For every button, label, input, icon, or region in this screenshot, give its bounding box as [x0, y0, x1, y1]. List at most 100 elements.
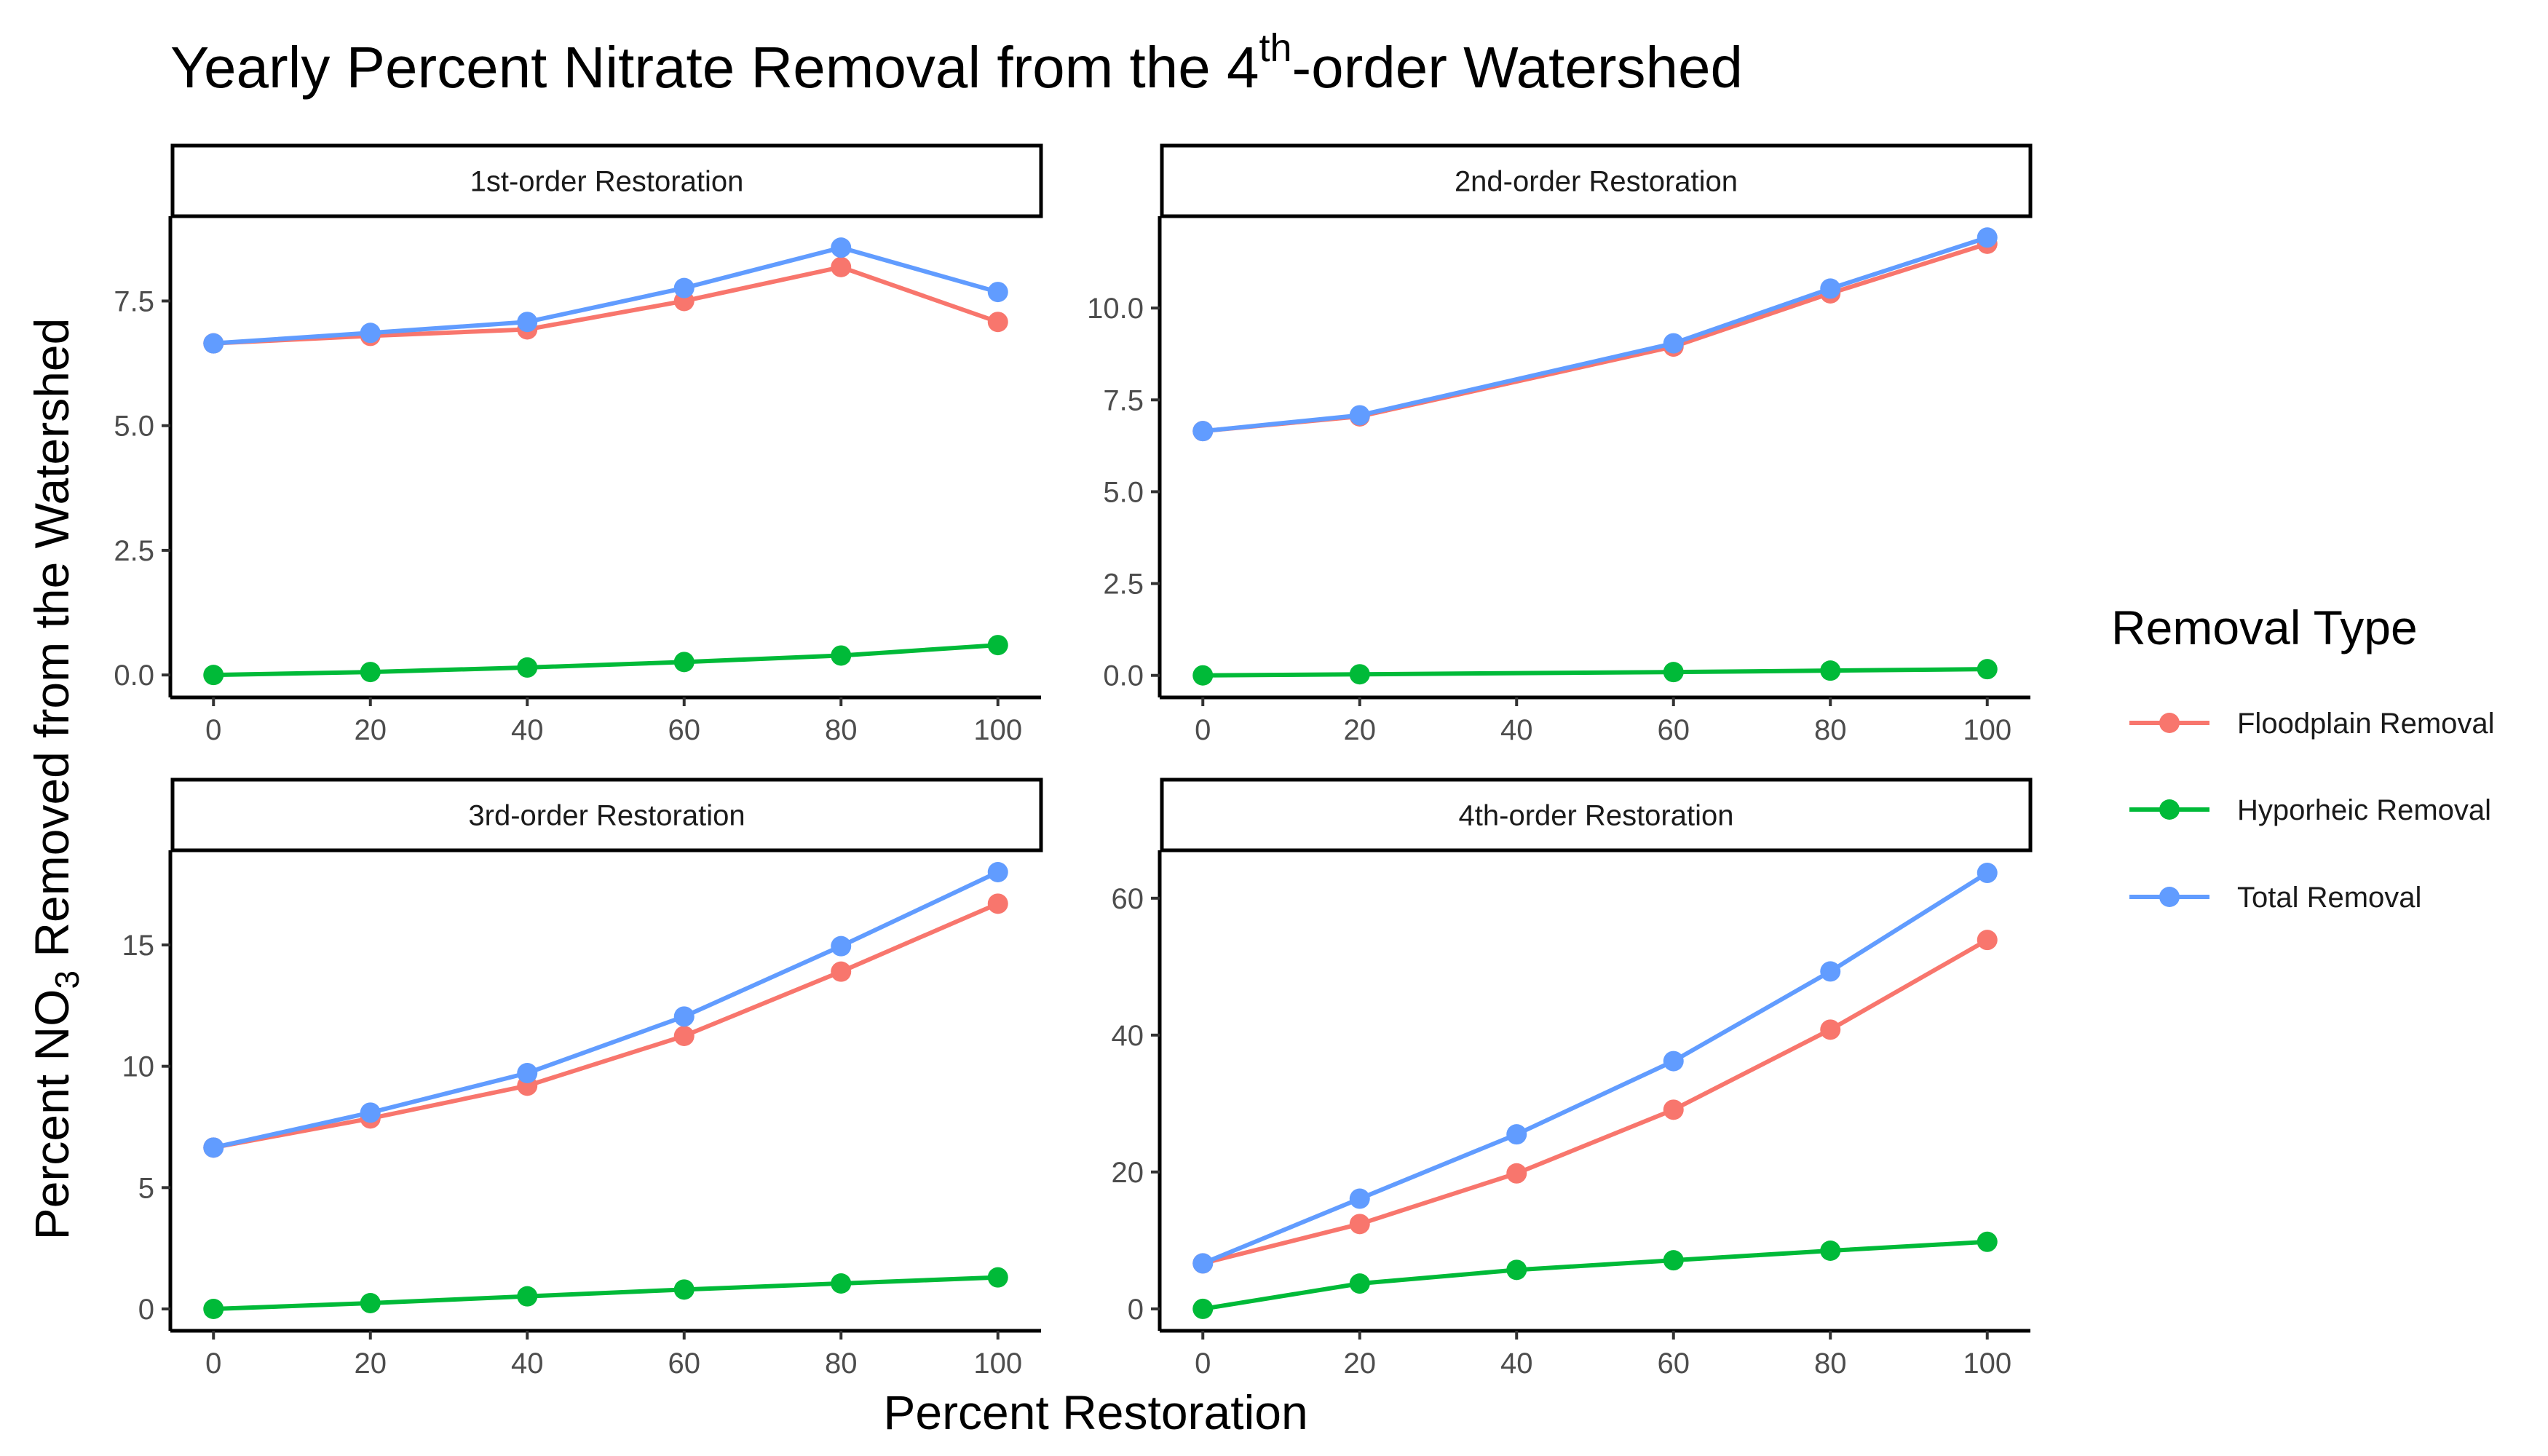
legend-key-point: [2159, 799, 2180, 820]
series-line: [213, 264, 999, 346]
x-tick-label: 40: [1500, 1348, 1533, 1380]
x-tick-label: 0: [205, 1348, 221, 1380]
x-tick-label: 80: [825, 1348, 858, 1380]
y-tick-label: 7.5: [1103, 384, 1144, 416]
legend-key-point: [2159, 887, 2180, 907]
x-tick-label: 60: [668, 1348, 700, 1380]
y-tick-label: 5: [138, 1172, 154, 1204]
x-tick-label: 100: [973, 714, 1022, 746]
data-point: [831, 935, 852, 957]
data-point: [1349, 1273, 1370, 1294]
data-point: [1349, 1188, 1370, 1209]
series-line: [1202, 1239, 1987, 1311]
data-point: [1663, 333, 1684, 354]
series-line: [1202, 871, 1989, 1266]
data-point: [1977, 863, 1998, 884]
data-point: [360, 662, 381, 683]
facet-strip-label: 3rd-order Restoration: [468, 800, 745, 832]
data-point: [517, 1063, 538, 1083]
data-point: [1977, 930, 1998, 951]
data-point: [1977, 659, 1998, 680]
facet-panel-4: 4th-order Restoration 0 20 40 60 0 20 40 60 80 100: [1112, 778, 2033, 1380]
data-point: [360, 1293, 381, 1313]
facet-strip: [1160, 778, 2033, 852]
legend-label: Floodplain Removal: [2237, 708, 2495, 740]
x-tick-label: 40: [511, 714, 544, 746]
series-line: [1202, 241, 1988, 434]
data-point: [1663, 1250, 1684, 1271]
y-tick-label: 0: [1128, 1294, 1144, 1326]
series-line: [1202, 938, 1989, 1266]
data-point: [203, 1137, 224, 1158]
x-tick-label: 60: [668, 714, 700, 746]
facet-strip: [170, 778, 1043, 852]
series-total-removal: [203, 237, 1008, 354]
data-point: [987, 635, 1008, 656]
data-point: [831, 645, 852, 666]
x-tick-label: 100: [1963, 714, 2011, 746]
data-point: [1192, 421, 1214, 442]
y-axis-title-pre: Percent NO: [25, 989, 79, 1241]
y-tick-label: 60: [1112, 883, 1144, 915]
data-point: [360, 323, 381, 344]
data-point: [673, 1279, 695, 1300]
x-tick-label: 20: [355, 714, 387, 746]
data-point: [1977, 227, 1998, 248]
data-point: [517, 1286, 538, 1307]
data-point: [1349, 664, 1370, 685]
x-tick-label: 20: [355, 1348, 387, 1380]
y-tick-label: 0.0: [1103, 660, 1144, 692]
legend-label: Total Removal: [2237, 882, 2421, 914]
data-point: [1192, 1253, 1214, 1274]
data-point: [1977, 1231, 1998, 1252]
x-tick-label: 40: [1500, 714, 1533, 746]
y-tick-label: 20: [1112, 1157, 1144, 1189]
series-line: [213, 1275, 998, 1311]
x-tick-label: 40: [511, 1348, 544, 1380]
x-tick-label: 60: [1657, 1348, 1690, 1380]
data-point: [987, 282, 1008, 303]
series-floodplain-removal: [1192, 930, 1998, 1274]
series-hyporheic-removal: [1192, 1231, 1998, 1319]
y-axis-title-subscript: 3: [48, 970, 86, 989]
x-axis-title: Percent Restoration: [883, 1385, 1307, 1439]
series-floodplain-removal: [203, 893, 1008, 1158]
data-point: [1192, 1298, 1214, 1319]
data-point: [1820, 1241, 1841, 1261]
data-point: [987, 862, 1008, 882]
y-tick-label: 40: [1112, 1020, 1144, 1052]
y-tick-label: 2.5: [114, 535, 154, 567]
legend-item: Hyporheic Removal: [2129, 794, 2491, 826]
data-point: [1349, 405, 1370, 426]
series-line: [213, 870, 1000, 1150]
x-tick-label: 100: [1963, 1348, 2011, 1380]
x-tick-label: 20: [1344, 714, 1377, 746]
y-axis-title-post: Removed from the Watershed: [25, 318, 79, 970]
data-point: [203, 1299, 224, 1319]
y-tick-label: 5.0: [114, 411, 154, 443]
facet-panel-2: 2nd-order Restoration 0.0 2.5 5.0 7.5 10.0 0 20…: [1087, 143, 2033, 746]
data-point: [517, 312, 538, 333]
x-tick-label: 80: [1814, 1348, 1847, 1380]
data-point: [1820, 1019, 1841, 1040]
facet-strip: [170, 143, 1043, 218]
facet-strip-label: 1st-order Restoration: [470, 166, 744, 198]
chart-title-main: Yearly Percent Nitrate Removal from the …: [170, 35, 1259, 100]
x-tick-label: 60: [1657, 714, 1690, 746]
data-point: [987, 893, 1008, 914]
y-tick-label: 7.5: [114, 285, 154, 317]
x-tick-label: 20: [1344, 1348, 1377, 1380]
data-point: [831, 237, 852, 258]
legend-key-point: [2159, 713, 2180, 733]
data-point: [1663, 1051, 1684, 1072]
y-tick-label: 10: [122, 1051, 155, 1083]
y-tick-label: 2.5: [1103, 569, 1144, 601]
series-hyporheic-removal: [203, 1267, 1008, 1319]
data-point: [1820, 660, 1841, 681]
data-point: [1663, 1099, 1684, 1120]
series-total-removal: [203, 862, 1008, 1158]
data-point: [203, 665, 224, 686]
y-tick-label: 10.0: [1087, 293, 1144, 325]
legend-label: Hyporheic Removal: [2237, 794, 2491, 826]
